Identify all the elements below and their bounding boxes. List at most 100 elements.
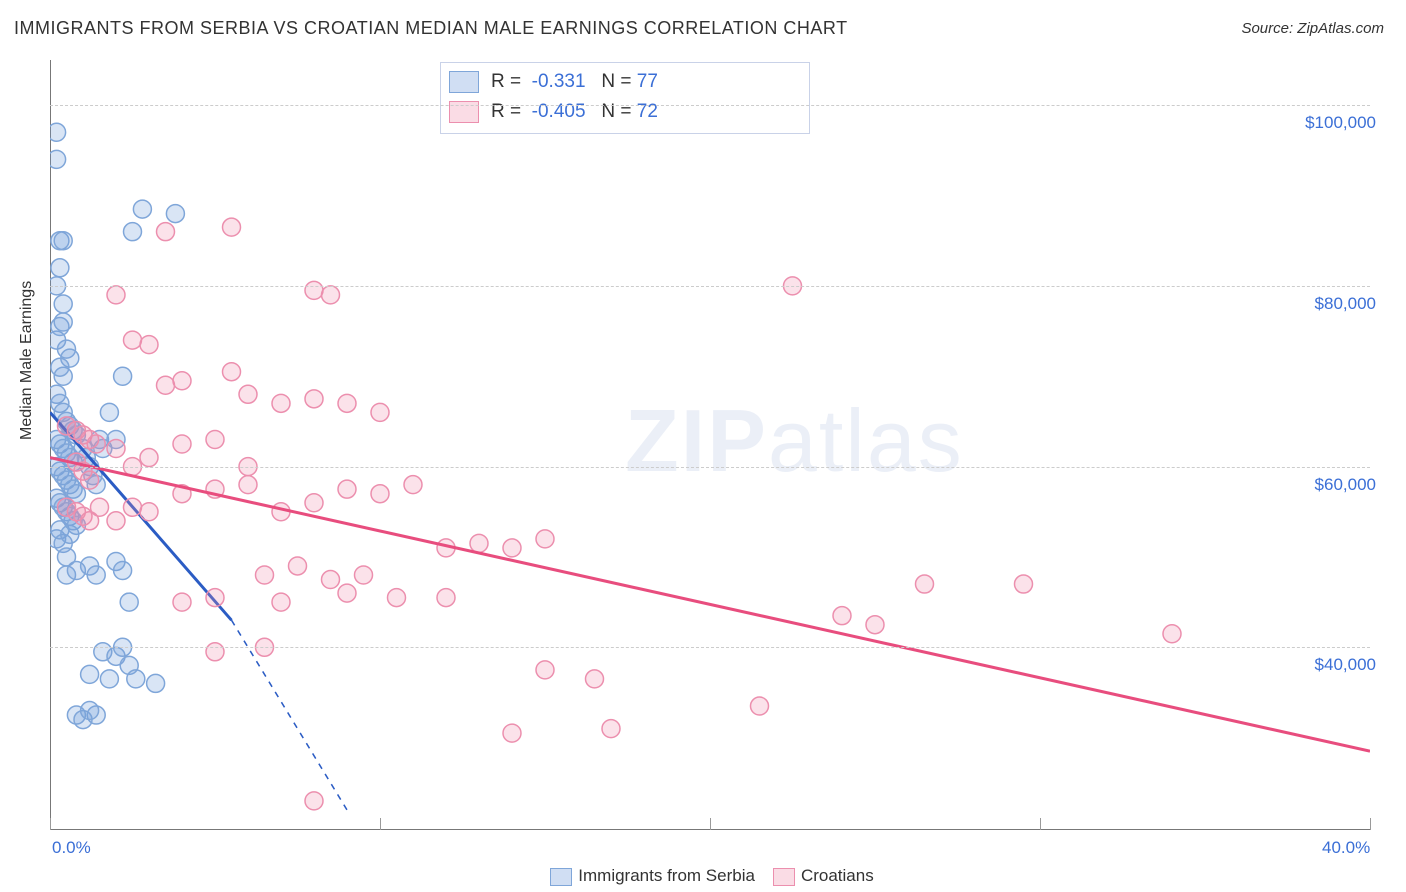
data-point	[107, 286, 125, 304]
data-point	[51, 259, 69, 277]
data-point	[114, 561, 132, 579]
legend-correlation: R = -0.331 N = 77 R = -0.405 N = 72	[440, 62, 810, 134]
data-point	[91, 498, 109, 516]
data-point	[338, 480, 356, 498]
x-tick	[50, 818, 51, 830]
data-point	[338, 394, 356, 412]
data-point	[305, 494, 323, 512]
data-point	[751, 697, 769, 715]
data-point	[322, 286, 340, 304]
data-point	[272, 394, 290, 412]
data-point	[140, 336, 158, 354]
data-point	[173, 435, 191, 453]
data-point	[272, 593, 290, 611]
data-point	[58, 548, 76, 566]
y-tick-label: $40,000	[1315, 655, 1376, 675]
legend-swatch	[773, 868, 795, 886]
data-point	[124, 223, 142, 241]
data-point	[107, 440, 125, 458]
data-point	[388, 589, 406, 607]
data-point	[114, 367, 132, 385]
legend-label: Croatians	[801, 866, 874, 885]
data-point	[100, 403, 118, 421]
data-point	[371, 403, 389, 421]
data-point	[338, 584, 356, 602]
source-label: Source: ZipAtlas.com	[1241, 20, 1384, 37]
data-point	[371, 485, 389, 503]
plot-svg	[50, 60, 1370, 830]
data-point	[50, 123, 66, 141]
gridline	[50, 647, 1370, 648]
legend-stats: R = -0.331 N = 77	[491, 71, 658, 93]
data-point	[133, 200, 151, 218]
data-point	[223, 363, 241, 381]
data-point	[602, 720, 620, 738]
y-tick-label: $80,000	[1315, 294, 1376, 314]
data-point	[54, 313, 72, 331]
legend-series: Immigrants from Serbia Croatians	[0, 866, 1406, 886]
data-point	[124, 498, 142, 516]
data-point	[124, 331, 142, 349]
data-point	[173, 593, 191, 611]
data-point	[206, 643, 224, 661]
data-point	[305, 390, 323, 408]
data-point	[305, 281, 323, 299]
data-point	[322, 571, 340, 589]
x-tick	[1370, 818, 1371, 830]
data-point	[223, 218, 241, 236]
data-point	[81, 471, 99, 489]
data-point	[1015, 575, 1033, 593]
y-axis-label: Median Male Earnings	[18, 281, 36, 440]
regression-line-extrapolated	[232, 620, 348, 810]
data-point	[355, 566, 373, 584]
data-point	[81, 665, 99, 683]
data-point	[833, 607, 851, 625]
data-point	[437, 589, 455, 607]
data-point	[586, 670, 604, 688]
legend-row: R = -0.331 N = 77	[441, 67, 809, 97]
data-point	[305, 792, 323, 810]
regression-line	[50, 458, 1370, 752]
data-point	[100, 670, 118, 688]
data-point	[147, 674, 165, 692]
data-point	[239, 385, 257, 403]
data-point	[107, 512, 125, 530]
data-point	[536, 530, 554, 548]
gridline	[50, 286, 1370, 287]
data-point	[127, 670, 145, 688]
x-tick	[380, 818, 381, 830]
data-point	[256, 566, 274, 584]
data-point	[50, 150, 66, 168]
x-tick	[1040, 818, 1041, 830]
data-point	[470, 534, 488, 552]
data-point	[1163, 625, 1181, 643]
data-point	[866, 616, 884, 634]
data-point	[503, 724, 521, 742]
gridline	[50, 467, 1370, 468]
data-point	[289, 557, 307, 575]
chart-container: IMMIGRANTS FROM SERBIA VS CROATIAN MEDIA…	[0, 0, 1406, 892]
data-point	[536, 661, 554, 679]
data-point	[81, 702, 99, 720]
data-point	[87, 435, 105, 453]
data-point	[140, 449, 158, 467]
data-point	[51, 358, 69, 376]
data-point	[157, 376, 175, 394]
gridline	[50, 105, 1370, 106]
legend-label: Immigrants from Serbia	[578, 866, 755, 885]
legend-swatch	[550, 868, 572, 886]
data-point	[503, 539, 521, 557]
data-point	[239, 476, 257, 494]
data-point	[206, 589, 224, 607]
x-tick-label: 0.0%	[52, 838, 91, 858]
data-point	[87, 566, 105, 584]
y-tick-label: $100,000	[1305, 113, 1376, 133]
legend-row: R = -0.405 N = 72	[441, 97, 809, 127]
chart-title: IMMIGRANTS FROM SERBIA VS CROATIAN MEDIA…	[14, 18, 848, 39]
data-point	[404, 476, 422, 494]
data-point	[140, 503, 158, 521]
data-point	[157, 223, 175, 241]
legend-swatch	[449, 71, 479, 93]
data-point	[54, 295, 72, 313]
y-tick-label: $60,000	[1315, 475, 1376, 495]
